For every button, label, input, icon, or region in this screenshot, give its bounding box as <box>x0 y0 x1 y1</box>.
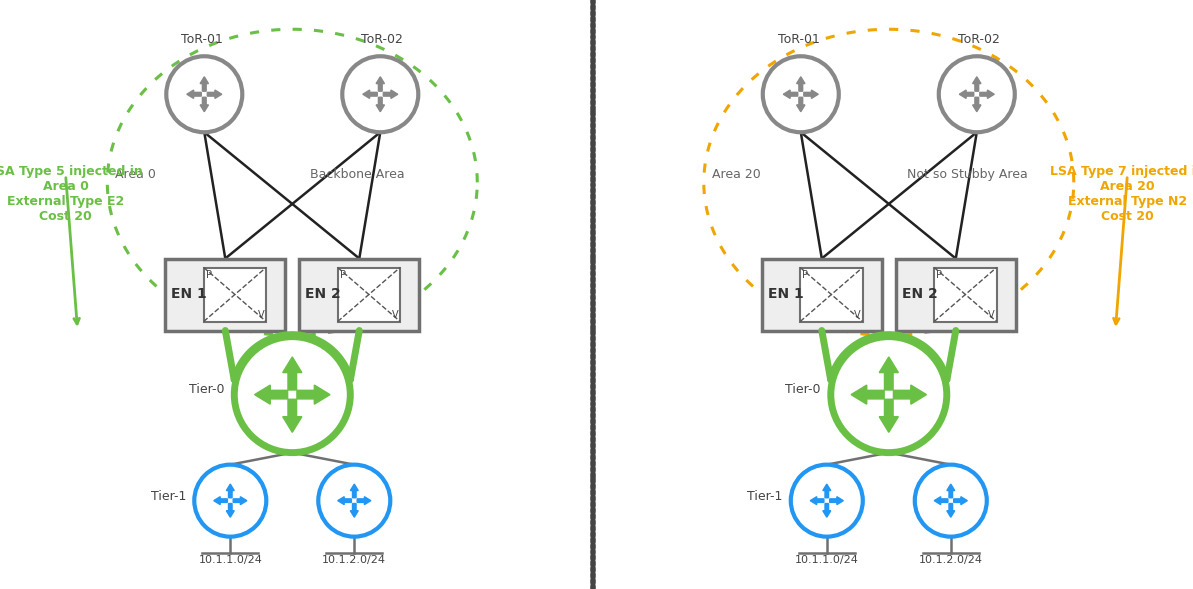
FancyArrow shape <box>894 385 927 404</box>
Text: Area 0: Area 0 <box>116 168 156 181</box>
Text: V: V <box>391 309 398 319</box>
FancyArrow shape <box>851 385 884 404</box>
Circle shape <box>939 56 1015 133</box>
FancyArrow shape <box>208 90 222 98</box>
Circle shape <box>830 337 947 452</box>
Text: LSA Type 5 injected in
Area 0
External Type E2
Cost 20: LSA Type 5 injected in Area 0 External T… <box>0 165 143 223</box>
Text: Tier-1: Tier-1 <box>150 490 186 503</box>
Text: 10.1.2.0/24: 10.1.2.0/24 <box>919 555 983 565</box>
Text: EN 1: EN 1 <box>768 287 804 302</box>
Circle shape <box>319 465 390 537</box>
Circle shape <box>791 465 863 537</box>
Text: ToR-01: ToR-01 <box>181 33 223 47</box>
FancyArrow shape <box>297 385 330 404</box>
Text: P: P <box>205 270 211 280</box>
Text: EN 1: EN 1 <box>172 287 208 302</box>
Text: ToR-02: ToR-02 <box>361 33 403 47</box>
Circle shape <box>194 465 266 537</box>
Circle shape <box>166 56 242 133</box>
Text: Backbone Area: Backbone Area <box>310 168 404 181</box>
Text: V: V <box>854 309 860 319</box>
FancyArrow shape <box>953 497 968 505</box>
Circle shape <box>915 465 987 537</box>
FancyArrow shape <box>947 504 954 517</box>
FancyBboxPatch shape <box>166 259 285 330</box>
FancyArrow shape <box>947 484 954 498</box>
FancyArrow shape <box>823 484 830 498</box>
FancyBboxPatch shape <box>338 267 400 322</box>
FancyArrow shape <box>383 90 397 98</box>
FancyArrow shape <box>376 97 384 112</box>
Text: 10.1.1.0/24: 10.1.1.0/24 <box>198 555 262 565</box>
FancyArrow shape <box>376 77 384 91</box>
Text: Not so Stubby Area: Not so Stubby Area <box>907 168 1027 181</box>
FancyArrow shape <box>214 497 228 505</box>
FancyArrow shape <box>254 385 288 404</box>
FancyArrow shape <box>227 484 234 498</box>
FancyArrow shape <box>879 357 898 390</box>
FancyArrow shape <box>283 399 302 432</box>
Text: V: V <box>988 309 995 319</box>
FancyArrow shape <box>797 77 805 91</box>
Text: P: P <box>802 270 808 280</box>
FancyArrow shape <box>351 484 358 498</box>
FancyBboxPatch shape <box>896 259 1015 330</box>
FancyArrow shape <box>879 399 898 432</box>
Text: EN 2: EN 2 <box>305 287 341 302</box>
FancyArrow shape <box>200 77 209 91</box>
FancyBboxPatch shape <box>299 259 419 330</box>
FancyBboxPatch shape <box>762 259 882 330</box>
FancyArrow shape <box>959 90 973 98</box>
Text: ToR-02: ToR-02 <box>958 33 1000 47</box>
Text: EN 2: EN 2 <box>902 287 938 302</box>
Text: Tier-1: Tier-1 <box>747 490 783 503</box>
Text: P: P <box>937 270 942 280</box>
FancyArrow shape <box>363 90 377 98</box>
FancyArrow shape <box>810 497 824 505</box>
Circle shape <box>762 56 839 133</box>
FancyBboxPatch shape <box>934 267 996 322</box>
FancyArrow shape <box>934 497 948 505</box>
FancyArrow shape <box>338 497 352 505</box>
FancyArrow shape <box>972 97 981 112</box>
FancyArrow shape <box>357 497 371 505</box>
Text: Tier-0: Tier-0 <box>785 383 821 396</box>
Text: Tier-0: Tier-0 <box>188 383 224 396</box>
Text: ToR-01: ToR-01 <box>778 33 820 47</box>
Circle shape <box>234 337 351 452</box>
Text: 10.1.2.0/24: 10.1.2.0/24 <box>322 555 387 565</box>
FancyArrow shape <box>227 504 234 517</box>
Text: V: V <box>258 309 264 319</box>
FancyArrow shape <box>283 357 302 390</box>
Circle shape <box>342 56 419 133</box>
FancyArrow shape <box>797 97 805 112</box>
Text: 10.1.1.0/24: 10.1.1.0/24 <box>795 555 859 565</box>
FancyBboxPatch shape <box>801 267 863 322</box>
FancyArrow shape <box>804 90 818 98</box>
FancyArrow shape <box>823 504 830 517</box>
FancyArrow shape <box>972 77 981 91</box>
FancyBboxPatch shape <box>204 267 266 322</box>
FancyArrow shape <box>979 90 994 98</box>
Text: Area 20: Area 20 <box>712 168 760 181</box>
FancyArrow shape <box>784 90 798 98</box>
FancyArrow shape <box>200 97 209 112</box>
FancyArrow shape <box>351 504 358 517</box>
Text: LSA Type 7 injected in
Area 20
External Type N2
Cost 20: LSA Type 7 injected in Area 20 External … <box>1050 165 1193 223</box>
FancyArrow shape <box>233 497 247 505</box>
Text: P: P <box>340 270 346 280</box>
FancyArrow shape <box>187 90 202 98</box>
FancyArrow shape <box>829 497 843 505</box>
